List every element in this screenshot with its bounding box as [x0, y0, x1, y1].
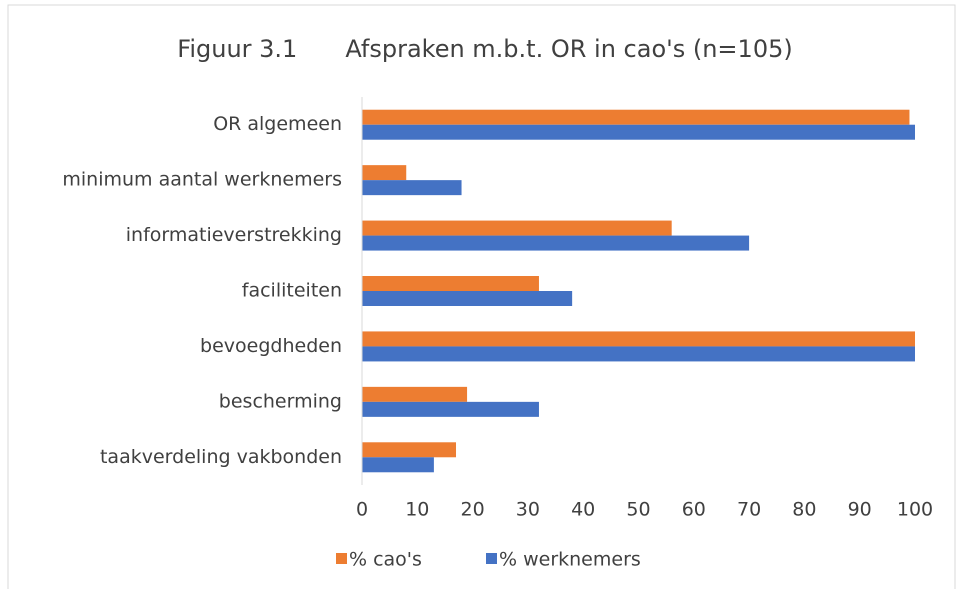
x-tick-label: 80	[792, 499, 816, 521]
bar	[362, 346, 915, 362]
legend-label: % werknemers	[499, 549, 641, 571]
bar	[362, 457, 434, 473]
legend-swatch	[486, 553, 497, 564]
bar	[362, 165, 407, 181]
y-tick-label: OR algemeen	[213, 113, 342, 135]
x-tick-label: 70	[737, 499, 761, 521]
x-tick-label: 100	[897, 499, 933, 521]
bar	[362, 124, 915, 140]
x-tick-label: 50	[626, 499, 650, 521]
chart-frame	[7, 4, 956, 589]
legend-label: % cao's	[349, 549, 422, 571]
x-tick-label: 0	[356, 499, 368, 521]
y-tick-label: informatieverstrekking	[126, 224, 342, 246]
chart-title: Figuur 3.1 Afspraken m.b.t. OR in cao's …	[177, 35, 792, 63]
y-tick-label: faciliteiten	[242, 280, 342, 302]
bar	[362, 180, 462, 196]
bar	[362, 235, 750, 251]
bar	[362, 291, 573, 306]
bar	[362, 276, 539, 291]
x-tick-label: 60	[682, 499, 706, 521]
legend-swatch	[336, 553, 347, 564]
x-tick-label: 40	[571, 499, 595, 521]
y-tick-label: minimum aantal werknemers	[62, 169, 342, 191]
bar	[362, 401, 539, 417]
y-tick-label: bescherming	[219, 390, 342, 412]
bar	[362, 220, 672, 236]
x-tick-label: 10	[405, 499, 429, 521]
y-tick-label: taakverdeling vakbonden	[100, 446, 342, 468]
bar	[362, 109, 910, 125]
bar	[362, 386, 468, 402]
x-tick-label: 20	[461, 499, 485, 521]
y-tick-label: bevoegdheden	[200, 335, 342, 357]
bar	[362, 331, 915, 347]
bar	[362, 442, 457, 458]
x-tick-label: 90	[848, 499, 872, 521]
x-tick-label: 30	[516, 499, 540, 521]
